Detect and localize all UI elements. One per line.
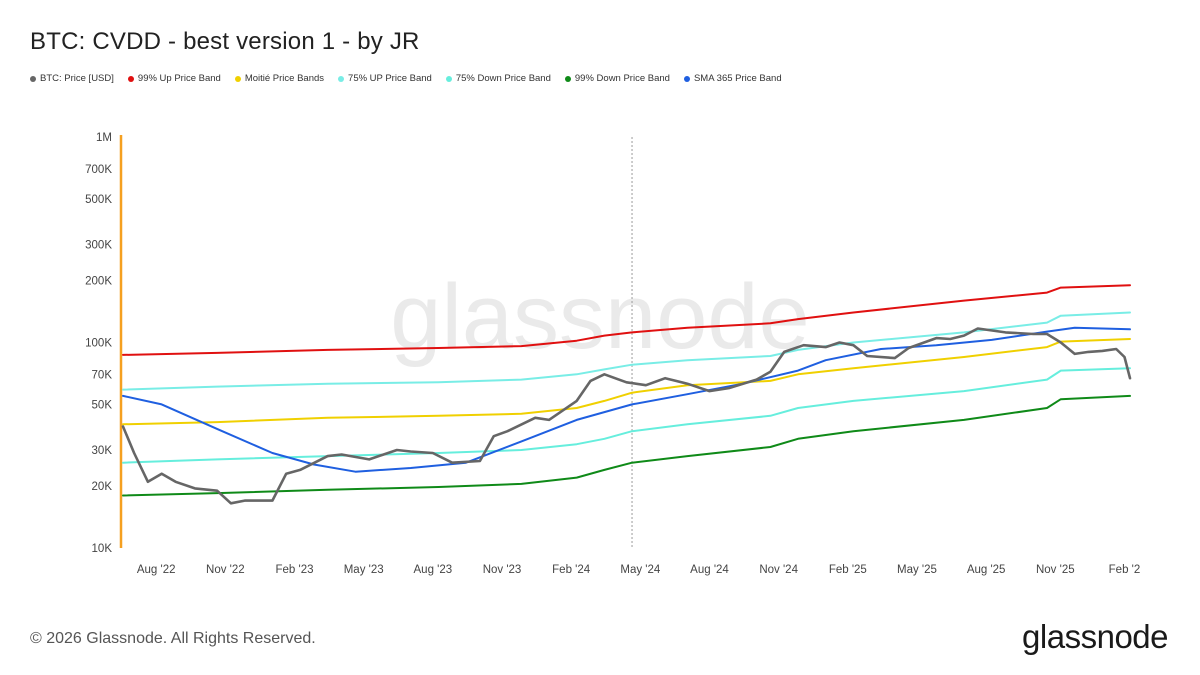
x-tick-label: Feb '2 — [1109, 564, 1141, 576]
x-tick-label: Aug '24 — [690, 564, 729, 576]
legend-swatch — [234, 75, 241, 82]
x-tick-label: May '24 — [620, 564, 661, 576]
glassnode-logo: glassnode — [1022, 618, 1168, 655]
x-tick-label: Feb '24 — [552, 564, 591, 576]
legend-item-price[interactable]: BTC: Price [USD] — [30, 73, 114, 84]
series-line-down99 — [122, 394, 1131, 497]
series-line-price — [121, 327, 1132, 505]
copyright-footer: © 2026 Glassnode. All Rights Reserved. — [30, 630, 316, 647]
y-tick-label: 200K — [85, 276, 112, 288]
y-tick-label: 1M — [96, 132, 112, 144]
legend-swatch — [683, 75, 690, 82]
y-tick-label: 50K — [92, 399, 113, 411]
legend-label: 75% Down Price Band — [455, 73, 551, 84]
x-tick-label: May '25 — [897, 564, 937, 576]
y-tick-label: 100K — [85, 338, 112, 350]
legend-item-sma365[interactable]: SMA 365 Price Band — [683, 73, 782, 84]
series-line-sma365 — [122, 326, 1131, 473]
legend-swatch — [127, 75, 134, 82]
legend-label: SMA 365 Price Band — [693, 73, 782, 84]
x-tick-label: Aug '23 — [414, 564, 453, 576]
series-line-up75 — [122, 311, 1131, 391]
y-tick-label: 300K — [85, 239, 112, 251]
legend-label: 75% UP Price Band — [348, 73, 432, 84]
x-tick-label: Nov '24 — [759, 564, 798, 576]
series-line-moitie — [122, 338, 1131, 426]
chart-title: BTC: CVDD - best version 1 - by JR — [30, 28, 420, 55]
x-tick-label: Nov '23 — [483, 564, 522, 576]
x-tick-label: Feb '23 — [276, 564, 314, 576]
watermark: glassnode — [390, 266, 809, 368]
legend-swatch — [564, 75, 571, 82]
y-tick-label: 70K — [92, 369, 113, 381]
legend-label: 99% Down Price Band — [574, 73, 670, 84]
series-line-up99 — [122, 284, 1131, 356]
x-tick-label: Aug '22 — [137, 564, 176, 576]
legend-item-up75[interactable]: 75% UP Price Band — [338, 73, 432, 84]
chart-area: glassnode 1M 700K 500K 300K 200K 100K 70K 50K 30… — [85, 132, 1140, 576]
x-tick-label: Nov '22 — [206, 564, 245, 576]
y-tick-label: 10K — [92, 543, 113, 555]
legend: BTC: Price [USD] 99% Up Price Band Moitié … — [30, 73, 782, 84]
legend-swatch — [338, 75, 345, 82]
y-axis-ticks: 1M 700K 500K 300K 200K 100K 70K 50K 30K 20K 10K — [85, 132, 112, 555]
x-axis-ticks: Aug '22 Nov '22 Feb '23 May '23 Aug '23 Nov '… — [137, 564, 1140, 576]
legend-swatch — [30, 75, 36, 82]
x-tick-label: Feb '25 — [829, 564, 867, 576]
legend-label: 99% Up Price Band — [137, 73, 221, 84]
y-tick-label: 500K — [85, 194, 112, 206]
legend-item-down99[interactable]: 99% Down Price Band — [564, 73, 670, 84]
y-tick-label: 20K — [92, 481, 113, 493]
legend-label: BTC: Price [USD] — [40, 73, 114, 84]
series-group — [121, 284, 1132, 505]
legend-swatch — [445, 75, 452, 82]
y-tick-label: 30K — [92, 445, 113, 457]
x-tick-label: Nov '25 — [1036, 564, 1075, 576]
y-tick-label: 700K — [85, 164, 112, 176]
legend-item-moitie[interactable]: Moitié Price Bands — [234, 73, 325, 84]
x-tick-label: Aug '25 — [967, 564, 1006, 576]
x-tick-label: May '23 — [344, 564, 384, 576]
legend-item-down75[interactable]: 75% Down Price Band — [445, 73, 551, 84]
legend-label: Moitié Price Bands — [244, 73, 325, 84]
legend-item-up99[interactable]: 99% Up Price Band — [127, 73, 221, 84]
